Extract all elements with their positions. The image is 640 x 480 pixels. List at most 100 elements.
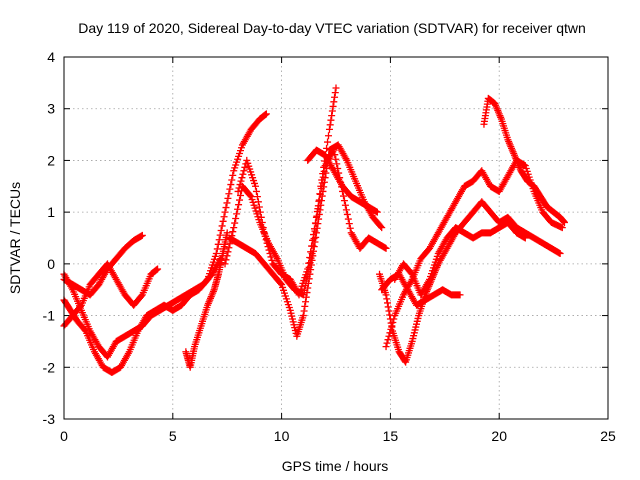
data-point bbox=[268, 256, 276, 264]
data-point bbox=[325, 132, 333, 140]
data-point bbox=[388, 322, 396, 330]
data-point bbox=[324, 138, 332, 146]
data-point bbox=[305, 275, 313, 283]
data-point bbox=[317, 185, 325, 193]
data-point bbox=[383, 295, 391, 303]
data-point bbox=[221, 208, 229, 216]
data-point bbox=[216, 231, 224, 239]
data-point bbox=[312, 213, 320, 221]
data-point bbox=[307, 248, 315, 256]
data-point bbox=[330, 98, 338, 106]
data-point bbox=[236, 191, 244, 199]
data-point bbox=[215, 236, 223, 244]
y-tick-label: 3 bbox=[47, 101, 55, 117]
data-point bbox=[301, 302, 309, 310]
data-point bbox=[300, 307, 308, 315]
data-point bbox=[221, 260, 229, 268]
y-tick-label: 4 bbox=[47, 49, 55, 65]
data-point bbox=[319, 173, 327, 181]
data-point bbox=[320, 167, 328, 175]
data-point bbox=[333, 160, 341, 168]
data-point bbox=[328, 107, 336, 115]
data-point bbox=[382, 291, 390, 299]
series-sat-d bbox=[60, 255, 225, 361]
y-tick-label: -3 bbox=[43, 411, 56, 427]
data-point bbox=[237, 177, 245, 185]
series-sat-h bbox=[234, 146, 390, 299]
data-point bbox=[236, 196, 244, 204]
data-point bbox=[304, 284, 312, 292]
data-point bbox=[386, 329, 394, 337]
data-point bbox=[223, 229, 231, 237]
data-point bbox=[254, 198, 262, 206]
data-point bbox=[390, 315, 398, 323]
data-point bbox=[229, 228, 237, 236]
data-point bbox=[310, 225, 318, 233]
data-point bbox=[311, 219, 319, 227]
series-sat-i bbox=[304, 146, 381, 216]
y-tick-label: 0 bbox=[47, 256, 55, 272]
data-point bbox=[329, 102, 337, 110]
data-point bbox=[236, 181, 244, 189]
data-point bbox=[345, 220, 353, 228]
data-point bbox=[314, 202, 322, 210]
data-point bbox=[373, 208, 381, 216]
axis-ticks: 0 5 10 15 20 25 -3 -2 -1 0 1 2 3 4 bbox=[43, 49, 616, 444]
data-point bbox=[316, 190, 324, 198]
data-point bbox=[318, 179, 326, 187]
data-point bbox=[229, 171, 237, 179]
data-point bbox=[328, 112, 336, 120]
data-point bbox=[325, 125, 333, 133]
data-point bbox=[383, 299, 391, 307]
data-point bbox=[219, 217, 227, 225]
data-point bbox=[235, 184, 243, 192]
data-point bbox=[342, 206, 350, 214]
data-point bbox=[277, 279, 285, 287]
y-tick-label: 1 bbox=[47, 204, 55, 220]
data-point bbox=[262, 236, 270, 244]
data-point bbox=[260, 229, 268, 237]
data-point bbox=[302, 293, 310, 301]
data-point bbox=[240, 167, 248, 175]
x-tick-label: 15 bbox=[383, 428, 399, 444]
data-point bbox=[384, 336, 392, 344]
data-point bbox=[228, 176, 236, 184]
x-tick-label: 25 bbox=[600, 428, 616, 444]
x-tick-label: 20 bbox=[491, 428, 507, 444]
data-point bbox=[251, 182, 259, 190]
data-point bbox=[241, 163, 249, 171]
data-point bbox=[332, 155, 340, 163]
series-sat-g bbox=[225, 141, 386, 340]
data-point bbox=[389, 318, 397, 326]
data-point bbox=[304, 265, 312, 273]
data-point bbox=[377, 223, 385, 231]
series-sat-m bbox=[391, 218, 529, 299]
data-point bbox=[387, 325, 395, 333]
plot-frame bbox=[63, 56, 609, 420]
data-point bbox=[327, 116, 335, 124]
data-point bbox=[138, 231, 146, 239]
data-point bbox=[212, 250, 220, 258]
data-point bbox=[344, 215, 352, 223]
data-point bbox=[232, 214, 240, 222]
data-point bbox=[343, 210, 351, 218]
data-point bbox=[226, 185, 234, 193]
x-tick-label: 10 bbox=[274, 428, 290, 444]
data-point bbox=[305, 259, 313, 267]
data-point bbox=[235, 201, 243, 209]
data-point bbox=[382, 343, 390, 351]
series-sat-n bbox=[480, 94, 568, 226]
data-point bbox=[341, 201, 349, 209]
data-point bbox=[218, 222, 226, 230]
data-point bbox=[331, 93, 339, 101]
data-point bbox=[313, 208, 321, 216]
x-tick-label: 0 bbox=[60, 428, 68, 444]
data-point bbox=[384, 303, 392, 311]
data-point bbox=[521, 234, 529, 242]
data-point bbox=[224, 194, 232, 202]
data-point bbox=[302, 298, 310, 306]
data-point bbox=[246, 191, 254, 199]
data-point bbox=[220, 213, 228, 221]
series-sat-e bbox=[182, 229, 231, 371]
